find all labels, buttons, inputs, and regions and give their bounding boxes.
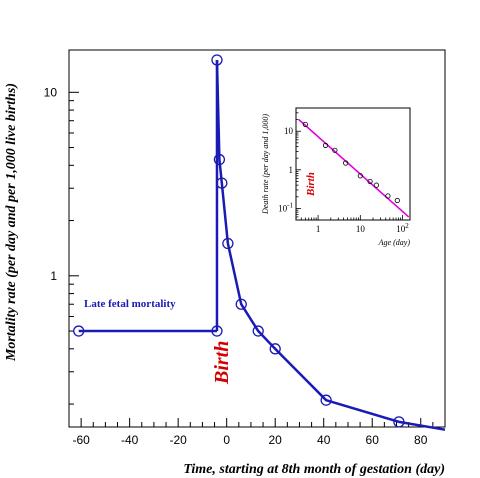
data-point: [269, 343, 281, 355]
y-tick-label: 10: [44, 85, 58, 99]
inset-data-point: [385, 193, 391, 199]
data-point: [393, 416, 405, 428]
data-point: [252, 325, 264, 337]
data-point: [235, 298, 247, 310]
x-axis-title: Time, starting at 8th month of gestation…: [183, 462, 445, 477]
inset-y-tick-label: 10: [284, 126, 294, 136]
x-tick-label: 20: [269, 433, 283, 447]
data-point: [211, 54, 223, 66]
main-points: [73, 54, 405, 428]
x-tick-label: 40: [317, 433, 331, 447]
data-point: [216, 177, 228, 189]
x-tick-label: 80: [414, 433, 428, 447]
inset-data-point: [322, 142, 329, 148]
inset-fit-line: [298, 119, 410, 218]
inset-x-tick-label: 1: [316, 224, 321, 234]
data-point: [211, 325, 223, 337]
x-tick-label: 0: [223, 433, 230, 447]
inset-x-title: Age (day): [378, 238, 411, 247]
y-tick-label: 1: [50, 269, 57, 283]
main-series: [78, 59, 446, 431]
y-axis-title: Mortality rate (per day and per 1,000 li…: [4, 83, 19, 362]
late-fetal-label: Late fetal mortality: [84, 298, 176, 310]
data-point: [222, 237, 234, 250]
inset-y-title: Death rate (per day and 1,000): [261, 114, 270, 215]
birth-annotation: Birth: [211, 341, 233, 385]
x-tick-label: -60: [72, 433, 90, 447]
inset-data-point: [302, 121, 308, 128]
inset-birth-annotation: Birth: [305, 172, 317, 197]
postnatal-line: [215, 59, 446, 431]
inset-points: [302, 121, 400, 204]
data-point: [213, 153, 226, 166]
inset-data-point: [394, 197, 400, 204]
inset-data-point: [367, 178, 373, 185]
inset-data-point: [332, 147, 338, 153]
data-point: [73, 325, 85, 337]
inset-data-point: [373, 182, 379, 188]
x-tick-label: -20: [169, 433, 187, 447]
inset-data-point: [343, 160, 349, 166]
data-point: [320, 394, 332, 406]
inset-data-point: [357, 173, 363, 179]
inset-y-tick-label: 1: [289, 165, 294, 175]
y-axis: 1 10: [44, 85, 79, 405]
x-axis: -60 -40 -20 0 20 40 60 80: [72, 418, 446, 447]
inset-x-tick-label: 10: [356, 224, 366, 234]
x-tick-label: 60: [366, 433, 380, 447]
x-tick-label: -40: [121, 433, 139, 447]
